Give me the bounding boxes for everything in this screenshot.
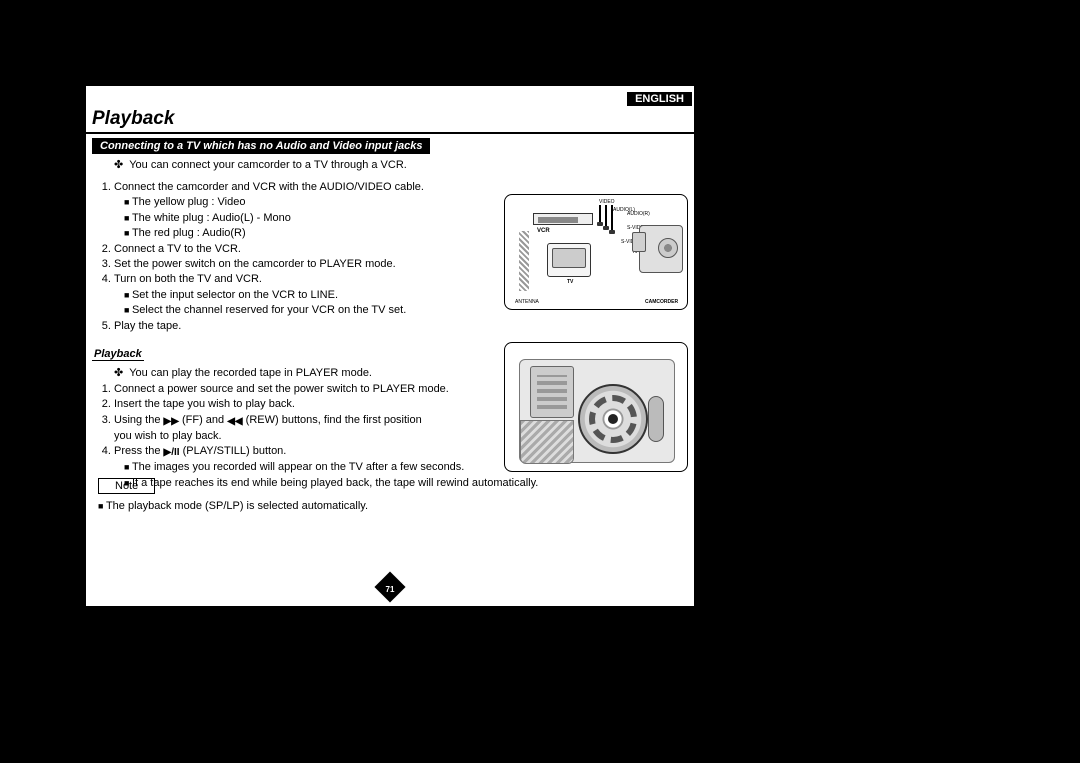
camcorder-closeup-diagram	[504, 342, 688, 472]
intro-text-2: You can play the recorded tape in PLAYER…	[114, 366, 372, 379]
tv-graphic	[547, 243, 591, 277]
jack-plugs-graphic	[599, 205, 629, 235]
step-4a: Set the input selector on the VCR to LIN…	[124, 288, 498, 303]
step-5: Play the tape.	[114, 319, 498, 334]
ff-icon: ▶▶	[164, 415, 179, 429]
note-line: The playback mode (SP/LP) is selected au…	[98, 500, 598, 512]
step-3: Set the power switch on the camcorder to…	[114, 257, 498, 272]
play-still-icon: ▶/II	[164, 446, 180, 460]
note-label-box: Note	[98, 478, 155, 494]
tv-label: TV	[567, 279, 573, 285]
step-1a: The yellow plug : Video	[124, 195, 498, 210]
title-rule	[86, 132, 694, 134]
rew-icon: ◀◀	[227, 415, 242, 429]
step-2: Connect a TV to the VCR.	[114, 242, 498, 257]
language-badge: ENGLISH	[627, 92, 692, 106]
audio-r-label: AUDIO(R)	[627, 211, 650, 217]
intro-text-1: You can connect your camcorder to a TV t…	[114, 158, 407, 171]
step-4b: Select the channel reserved for your VCR…	[124, 303, 498, 318]
step-1-text: Connect the camcorder and VCR with the A…	[114, 181, 424, 193]
step-4-text: Turn on both the TV and VCR.	[114, 273, 262, 285]
camcorder-dial	[578, 384, 648, 454]
camcorder-label: CAMCORDER	[645, 299, 678, 305]
steps-list-1: Connect the camcorder and VCR with the A…	[98, 180, 498, 334]
camcorder-body	[519, 359, 675, 463]
camcorder-panel	[530, 366, 574, 418]
camcorder-graphic	[639, 225, 683, 273]
page-title: Playback	[92, 108, 174, 130]
step-4: Turn on both the TV and VCR. Set the inp…	[114, 272, 498, 318]
step-1b: The white plug : Audio(L) - Mono	[124, 211, 498, 226]
section-heading: Connecting to a TV which has no Audio an…	[92, 138, 430, 154]
vcr-label: VCR	[537, 228, 550, 234]
step2-4b: If a tape reaches its end while being pl…	[124, 476, 578, 491]
antenna-graphic	[519, 231, 529, 291]
step-1: Connect the camcorder and VCR with the A…	[114, 180, 498, 242]
vcr-graphic	[533, 213, 593, 225]
page-number: 71	[386, 585, 395, 594]
manual-page: ENGLISH Playback Connecting to a TV whic…	[86, 86, 694, 606]
subheading-playback: Playback	[92, 348, 144, 361]
camcorder-knob	[648, 396, 664, 442]
note-text: The playback mode (SP/LP) is selected au…	[98, 500, 598, 512]
antenna-label: ANTENNA	[515, 299, 539, 305]
step-1c: The red plug : Audio(R)	[124, 226, 498, 241]
connection-diagram: VCR VIDEO AUDIO(L) AUDIO(R) S-VIDEO S-VI…	[504, 194, 688, 310]
camcorder-strap	[520, 420, 574, 464]
